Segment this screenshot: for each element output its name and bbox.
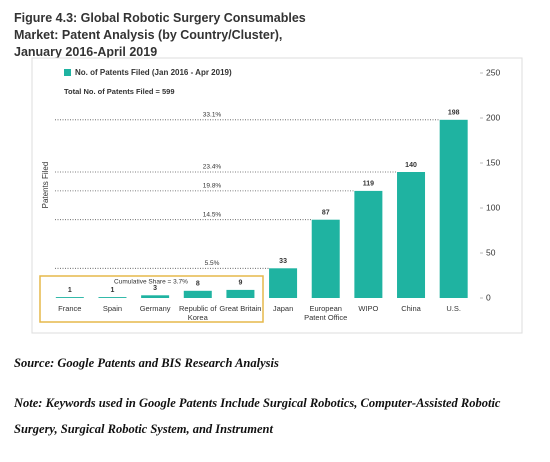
x-tick-label: Spain [102,304,123,313]
bar [98,297,127,298]
x-tick-label: WIPO [358,304,379,313]
total-label: Total No. of Patents Filed = 599 [64,87,175,96]
value-label: 1 [68,287,72,294]
highlight-box [39,275,264,323]
figure-title: Figure 4.3: Global Robotic Surgery Consu… [14,11,306,59]
legend-swatch [64,69,71,76]
share-label: 14.5% [203,211,222,218]
share-label: 5.5% [205,260,220,267]
cumulative-label: Cumulative Share = 3.7% [114,279,188,286]
value-label: 87 [322,210,330,217]
bar [397,172,426,298]
value-label: 3 [153,285,157,292]
share-label: 33.1% [203,112,222,119]
value-label: 198 [448,110,460,117]
y-tick-label: 50 [486,247,496,257]
bar [183,290,212,298]
value-label: 140 [405,162,417,169]
bar [55,297,84,298]
y-tick-label: 200 [486,112,500,122]
share-label: 23.4% [203,164,222,171]
bar [354,190,383,298]
y-axis-label: Patents Filed [41,162,50,209]
chart-frame [31,57,523,334]
x-tick-label: European Patent Office [304,304,348,322]
bar [226,289,255,298]
bar [141,295,170,298]
note: Note: Keywords used in Google Patents In… [14,396,501,436]
chart: Patents Filed Total No. of Patents Filed… [31,57,523,334]
x-tick-label: Germany [139,304,171,313]
value-label: 8 [196,281,200,288]
y-tick-label: 250 [486,67,500,77]
source: Source: Google Patents and BIS Research … [14,356,279,370]
bar [439,119,468,298]
x-tick-label: Great Britain [219,304,262,313]
y-tick-label: 150 [486,157,500,167]
value-label: 9 [238,280,242,287]
x-tick-label: Republic of Korea [179,304,217,322]
share-label: 19.8% [203,183,222,190]
bar [269,268,298,298]
y-tick-label: 0 [486,292,491,302]
value-label: 1 [111,287,115,294]
bar [311,219,340,298]
y-tick-label: 100 [486,202,500,212]
value-label: 33 [279,258,287,265]
x-tick-label: U.S. [446,304,461,313]
x-tick-label: China [401,304,421,313]
legend-label: No. of Patents Filed (Jan 2016 - Apr 201… [75,68,232,77]
value-label: 119 [363,181,374,188]
x-tick-label: Japan [272,304,294,313]
x-tick-label: France [58,304,82,313]
